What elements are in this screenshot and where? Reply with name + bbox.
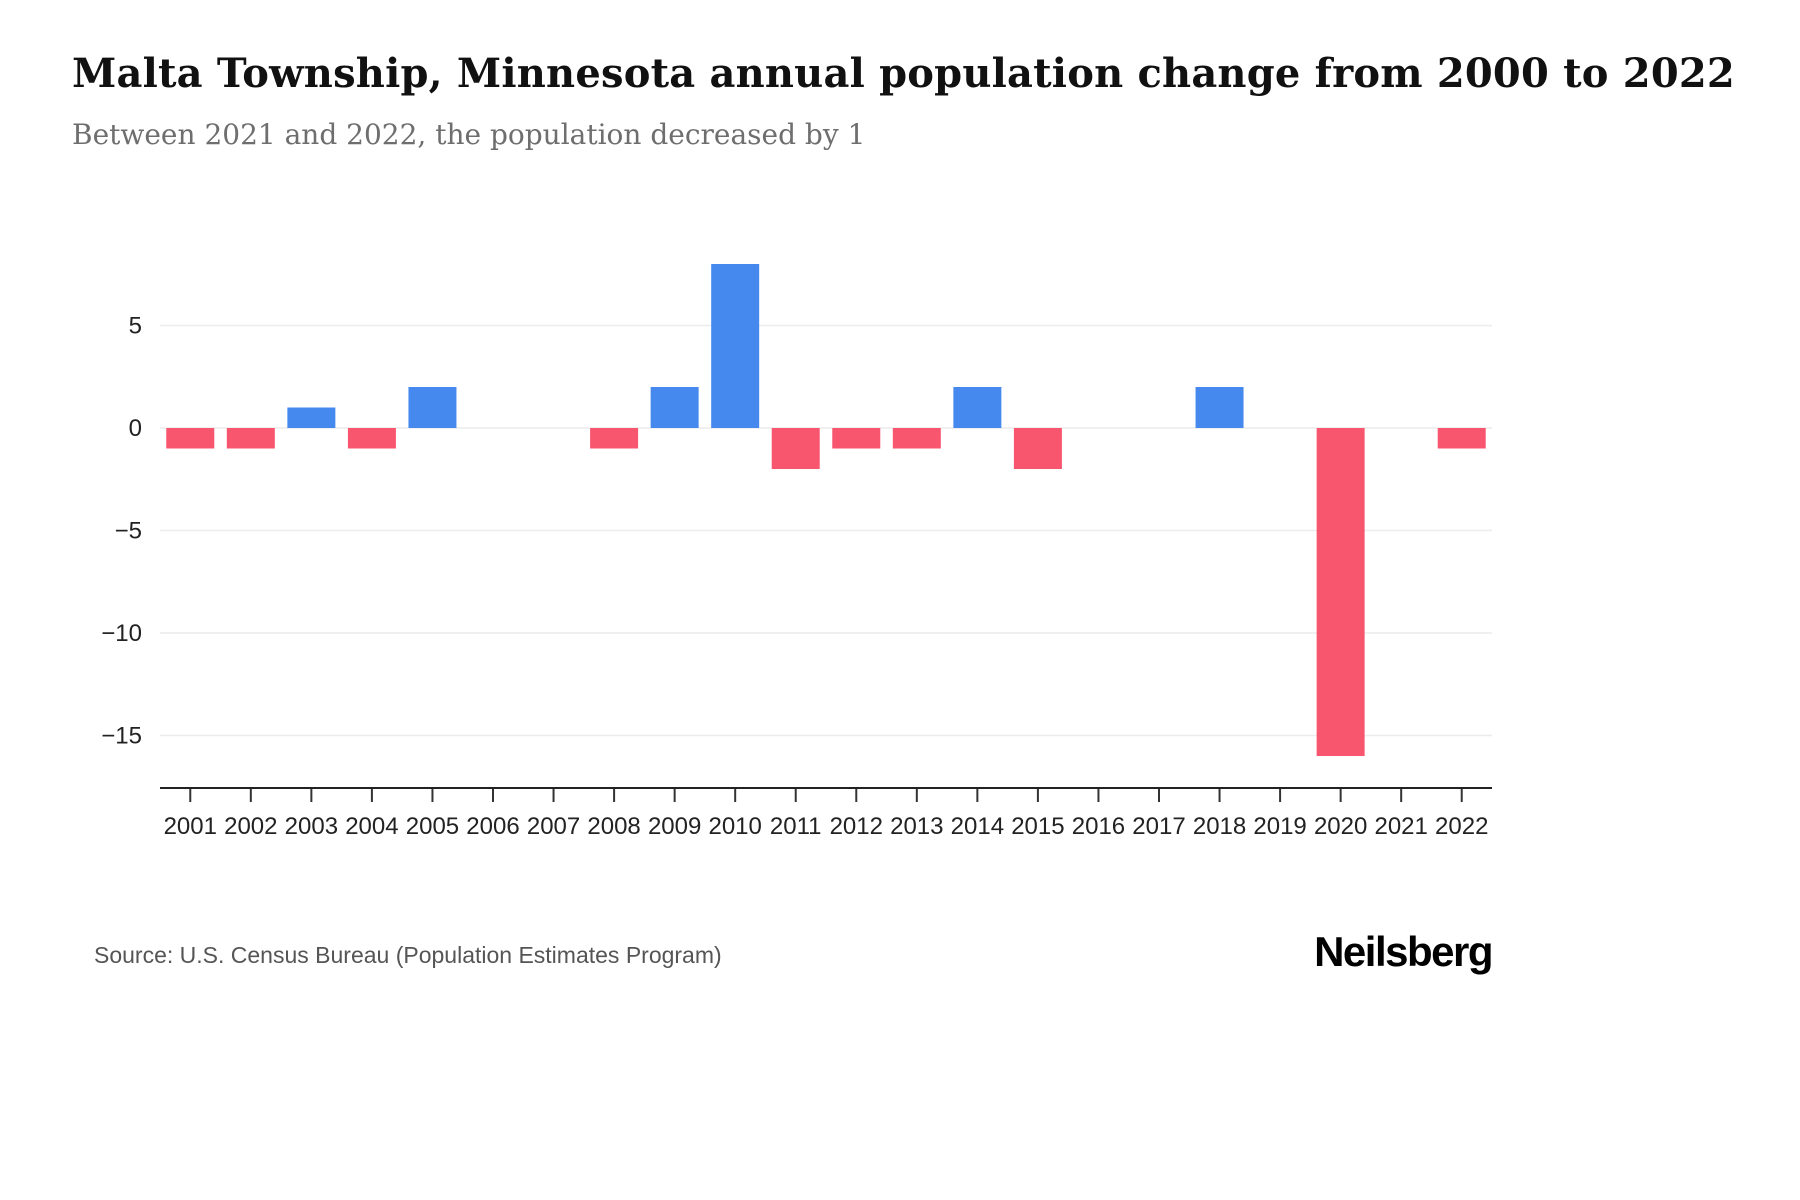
- x-tick-label-2005: 2005: [406, 813, 459, 840]
- bar-2022[interactable]: [1437, 428, 1486, 449]
- x-tick-label-2011: 2011: [770, 813, 822, 840]
- y-tick-label--10: −10: [101, 620, 142, 647]
- bar-2012[interactable]: [832, 428, 881, 449]
- bar-2001[interactable]: [166, 428, 215, 449]
- x-tick-label-2021: 2021: [1374, 813, 1427, 840]
- x-tick-label-2018: 2018: [1193, 813, 1246, 840]
- x-tick-label-2016: 2016: [1072, 813, 1125, 840]
- bar-2010[interactable]: [711, 264, 760, 428]
- x-tick-label-2009: 2009: [648, 813, 701, 840]
- bar-2005[interactable]: [408, 387, 457, 428]
- x-tick-label-2004: 2004: [345, 813, 398, 840]
- bar-2003[interactable]: [287, 407, 336, 429]
- x-tick-label-2012: 2012: [830, 813, 883, 840]
- bar-2013[interactable]: [892, 428, 941, 449]
- y-tick-label-5: 5: [129, 313, 142, 340]
- bar-2008[interactable]: [590, 428, 639, 449]
- source-note: Source: U.S. Census Bureau (Population E…: [94, 942, 722, 968]
- bar-2011[interactable]: [771, 428, 820, 469]
- x-tick-label-2006: 2006: [466, 813, 519, 840]
- bar-2009[interactable]: [650, 387, 699, 428]
- bar-2002[interactable]: [226, 428, 275, 449]
- bar-2018[interactable]: [1195, 387, 1244, 428]
- x-tick-label-2001: 2001: [164, 813, 217, 840]
- y-tick-label--15: −15: [101, 723, 142, 750]
- neilsberg-logo: Neilsberg: [1314, 928, 1493, 975]
- y-tick-label--5: −5: [115, 518, 142, 545]
- x-tick-label-2015: 2015: [1011, 813, 1064, 840]
- x-tick-label-2014: 2014: [951, 813, 1004, 840]
- bar-2015[interactable]: [1013, 428, 1062, 469]
- x-tick-label-2013: 2013: [890, 813, 943, 840]
- x-tick-label-2022: 2022: [1435, 813, 1488, 840]
- x-tick-label-2010: 2010: [708, 813, 761, 840]
- page-title: Malta Township, Minnesota annual populat…: [72, 50, 1735, 97]
- bar-2014[interactable]: [953, 387, 1002, 428]
- x-tick-label-2003: 2003: [285, 813, 338, 840]
- x-tick-label-2008: 2008: [587, 813, 640, 840]
- x-tick-label-2002: 2002: [224, 813, 277, 840]
- y-tick-label-0: 0: [129, 415, 142, 442]
- x-tick-label-2007: 2007: [527, 813, 580, 840]
- x-tick-label-2017: 2017: [1132, 813, 1185, 840]
- x-tick-label-2020: 2020: [1314, 813, 1367, 840]
- bar-2020[interactable]: [1316, 428, 1365, 756]
- page-subtitle: Between 2021 and 2022, the population de…: [72, 118, 866, 151]
- x-tick-label-2019: 2019: [1253, 813, 1306, 840]
- bar-2004[interactable]: [347, 428, 396, 449]
